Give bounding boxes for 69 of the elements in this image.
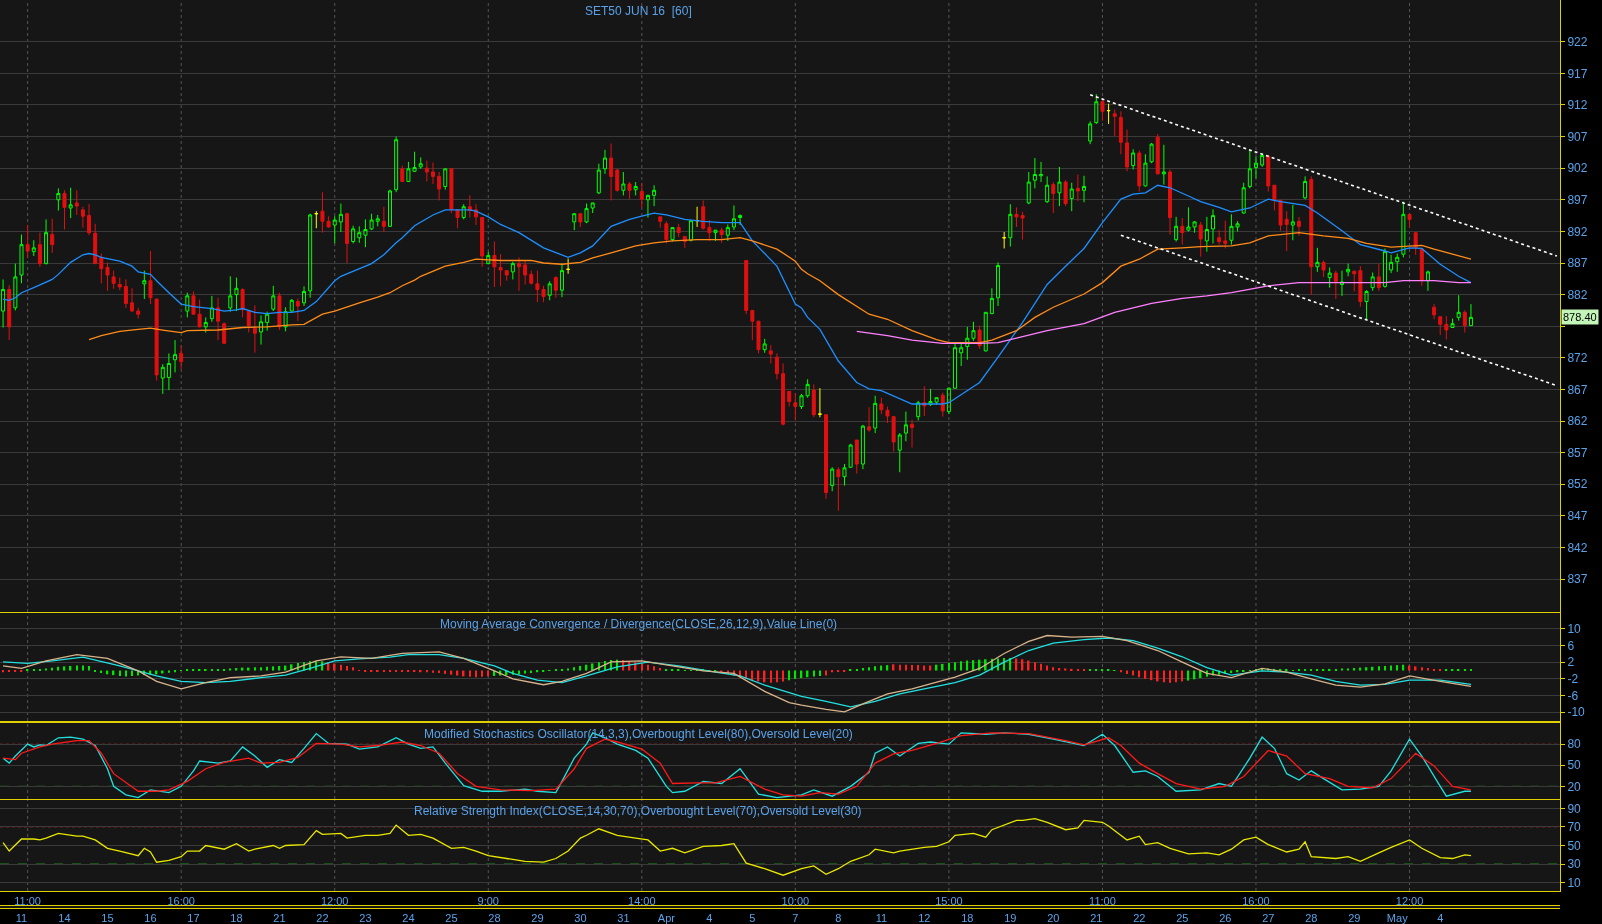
y-tick-label: 857 — [1567, 445, 1588, 460]
chart-title: Modified Stochastics Oscillator(14,3,3),Overbought Level(80),Oversold Level(20) — [424, 727, 853, 741]
x-tick-label: 14:00 — [628, 895, 656, 908]
chart-title: Relative Strength Index(CLOSE,14,30,70),Overbought Level(70),Oversold Level(30) — [414, 804, 862, 818]
category-label: 8 — [835, 912, 842, 924]
category-label: 21 — [1090, 912, 1103, 924]
category-label: 15 — [101, 912, 114, 924]
x-tick-label: 16:00 — [167, 895, 195, 908]
category-label: 11 — [875, 912, 888, 924]
category-label: 4 — [1437, 912, 1444, 924]
category-label: 25 — [445, 912, 458, 924]
category-label: May — [1386, 912, 1409, 924]
x-tick-label: 10:00 — [781, 895, 810, 908]
x-tick-label: 9:00 — [477, 895, 499, 908]
category-label: 29 — [1348, 912, 1361, 924]
y-tick-label: 872 — [1567, 351, 1588, 366]
x-tick-label: 12:00 — [1395, 895, 1424, 908]
category-label: 18 — [961, 912, 974, 924]
category-label: 30 — [574, 912, 587, 924]
y-tick-label: 20 — [1567, 779, 1582, 794]
category-label: 21 — [273, 912, 286, 924]
y-tick-label: 70 — [1567, 820, 1582, 835]
category-label: 16 — [144, 912, 157, 924]
y-tick-label: 2 — [1567, 655, 1575, 670]
chart-title: Moving Average Convergence / Divergence(CLOSE,26,12,9),Value Line(0) — [440, 617, 838, 631]
category-label: 11 — [15, 912, 28, 924]
y-tick-label: 6 — [1567, 638, 1575, 653]
y-tick-label: 50 — [1567, 758, 1582, 773]
y-tick-label: -6 — [1567, 688, 1579, 703]
x-tick-label: 16:00 — [1242, 895, 1270, 908]
y-tick-label: 10 — [1567, 875, 1582, 890]
category-label: 17 — [187, 912, 200, 924]
category-label: 14 — [58, 912, 71, 924]
category-label: 7 — [792, 912, 799, 924]
x-tick-label: 11:00 — [1089, 895, 1116, 908]
y-tick-label: 80 — [1567, 737, 1582, 752]
x-tick-label: 11:00 — [14, 895, 41, 908]
category-label: 18 — [230, 912, 243, 924]
y-tick-label: -10 — [1567, 705, 1586, 720]
y-tick-label: 90 — [1567, 801, 1582, 816]
category-label: 22 — [1133, 912, 1146, 924]
category-label: 24 — [402, 912, 415, 924]
y-tick-label: -2 — [1567, 672, 1579, 687]
y-tick-label: 30 — [1567, 857, 1582, 872]
x-tick-label: 15:00 — [935, 895, 963, 908]
y-tick-label: 867 — [1567, 382, 1588, 397]
category-label: 27 — [1262, 912, 1275, 924]
category-label: 23 — [359, 912, 372, 924]
category-label: 19 — [1004, 912, 1017, 924]
category-label: 22 — [316, 912, 329, 924]
y-tick-label: 852 — [1567, 477, 1588, 492]
category-label: 28 — [1305, 912, 1318, 924]
y-tick-label: 837 — [1567, 572, 1588, 587]
y-tick-label: 862 — [1567, 414, 1588, 429]
category-label: 26 — [1219, 912, 1232, 924]
category-label: 29 — [531, 912, 544, 924]
category-label: 4 — [706, 912, 713, 924]
category-label: Apr — [657, 912, 676, 924]
y-tick-label: 10 — [1567, 622, 1582, 637]
category-label: 28 — [488, 912, 501, 924]
category-label: 12 — [918, 912, 931, 924]
y-tick-label: 842 — [1567, 540, 1588, 555]
category-label: 31 — [617, 912, 630, 924]
category-label: 5 — [749, 912, 756, 924]
x-tick-label: 12:00 — [320, 895, 349, 908]
category-label: 20 — [1047, 912, 1060, 924]
y-tick-label: 847 — [1567, 509, 1588, 524]
category-label: 25 — [1176, 912, 1189, 924]
y-tick-label: 50 — [1567, 838, 1582, 853]
